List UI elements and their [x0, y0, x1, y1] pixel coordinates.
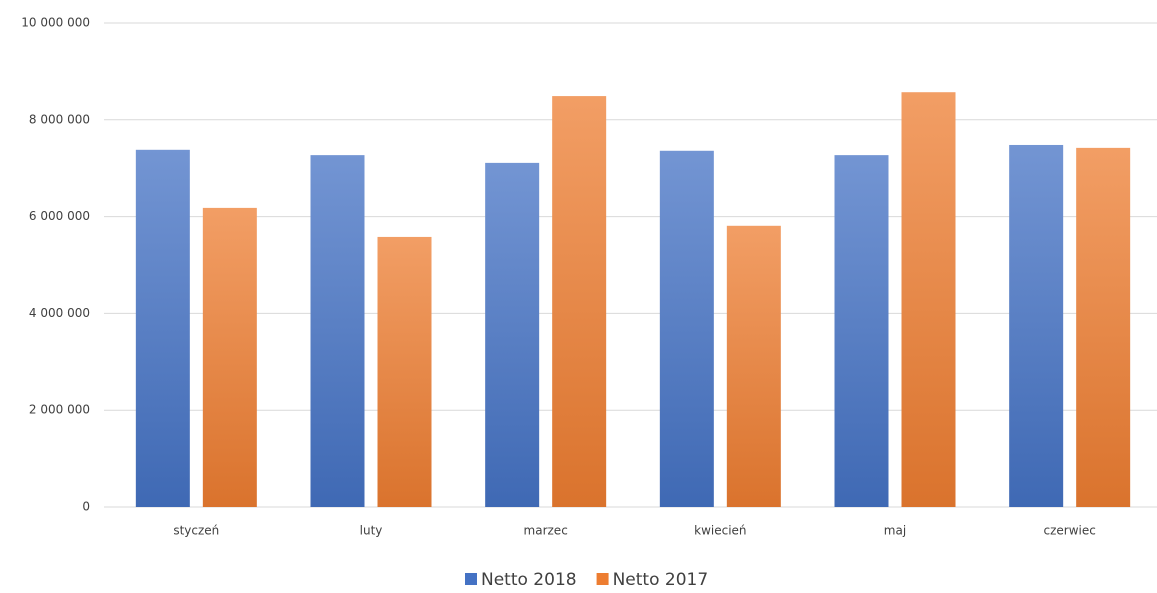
legend-swatch [465, 573, 477, 585]
x-tick-label: styczeń [173, 524, 219, 538]
bar [834, 155, 889, 507]
x-tick-label: czerwiec [1043, 524, 1095, 538]
x-tick-label: luty [360, 524, 383, 538]
bar [377, 236, 432, 508]
bar [202, 207, 257, 507]
x-tick-label: marzec [524, 524, 568, 538]
x-tick-label: kwiecień [694, 524, 746, 538]
bar [135, 149, 190, 508]
bar [485, 162, 540, 507]
bar [1009, 144, 1064, 507]
y-tick-label: 8 000 000 [29, 112, 90, 126]
y-tick-label: 10 000 000 [21, 16, 90, 30]
bar [726, 225, 781, 507]
legend-swatch [596, 573, 609, 585]
bar [310, 155, 365, 507]
legend-label: Netto 2017 [613, 570, 709, 589]
legend-label: Netto 2018 [481, 570, 577, 589]
y-tick-label: 6 000 000 [29, 209, 90, 223]
x-tick-label: maj [884, 524, 906, 538]
bar [659, 150, 714, 507]
bar [552, 96, 607, 508]
y-tick-label: 2 000 000 [29, 403, 90, 417]
y-tick-label: 4 000 000 [29, 306, 90, 320]
bar [1076, 147, 1131, 507]
y-tick-label: 0 [82, 500, 90, 514]
bar [901, 92, 956, 507]
